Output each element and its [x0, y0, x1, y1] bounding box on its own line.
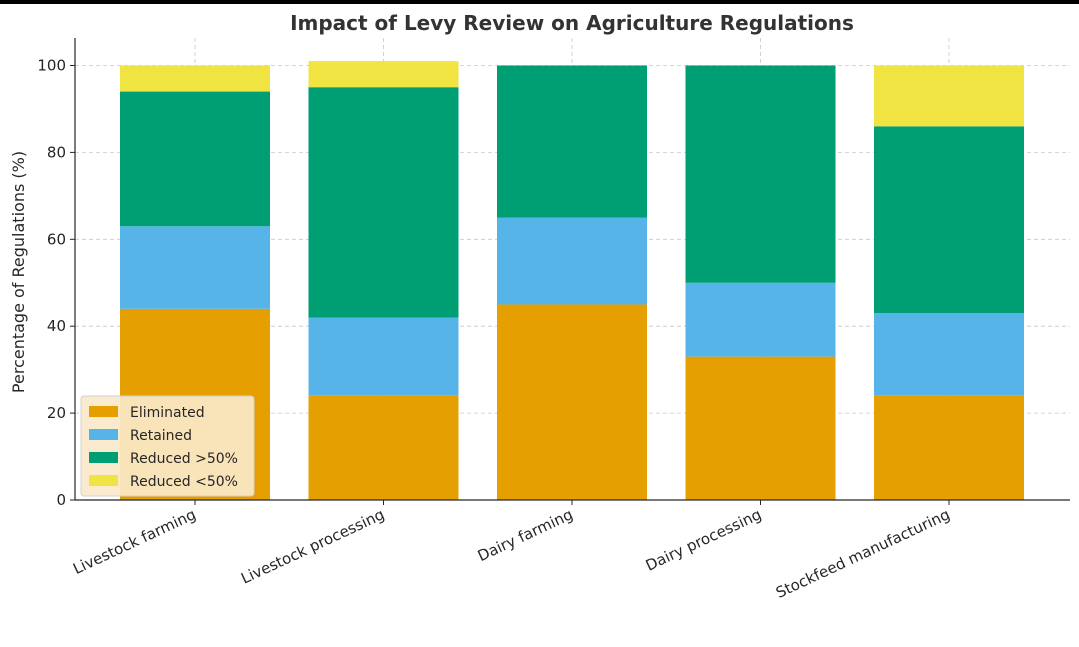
x-tick-label: Livestock farming	[70, 505, 199, 578]
x-tick-label: Dairy farming	[475, 505, 576, 565]
bar-eliminated-dairy-processing	[685, 356, 836, 500]
x-tick-label: Dairy processing	[643, 505, 764, 574]
legend: Eliminated Retained Reduced >50% Reduced <5…	[80, 395, 255, 497]
legend-swatch-reduced-50	[89, 452, 118, 463]
bar-reduced-50-stockfeed-manufacturing	[874, 65, 1024, 127]
bar-eliminated-livestock-processing	[308, 395, 459, 500]
bar-retained-livestock-farming	[120, 226, 270, 309]
legend-swatch-reduced-50	[89, 475, 118, 486]
bar-eliminated-dairy-farming	[497, 304, 647, 500]
x-tick-label: Stockfeed manufacturing	[773, 505, 953, 602]
legend-label-retained: Retained	[130, 428, 192, 444]
x-tick-label: Livestock processing	[238, 505, 387, 587]
y-ticks: 0 20 40 60 80 100	[37, 57, 75, 509]
top-border	[0, 0, 1079, 4]
y-tick-label: 0	[56, 491, 66, 509]
y-axis-label: Percentage of Regulations (%)	[9, 151, 28, 393]
y-tick-label: 60	[47, 230, 66, 248]
bar-reduced-50-livestock-farming	[120, 91, 270, 227]
bar-reduced-50-livestock-farming	[120, 65, 270, 92]
bars	[120, 61, 1024, 500]
legend-label-eliminated: Eliminated	[130, 405, 205, 421]
y-tick-label: 80	[47, 143, 66, 161]
bar-reduced-50-livestock-processing	[308, 87, 459, 318]
legend-label-reduced-50: Reduced <50%	[130, 474, 238, 490]
bar-reduced-50-stockfeed-manufacturing	[874, 126, 1024, 314]
bar-retained-stockfeed-manufacturing	[874, 313, 1024, 396]
y-tick-label: 40	[47, 317, 66, 335]
chart-title: Impact of Levy Review on Agriculture Reg…	[290, 11, 854, 35]
y-tick-label: 20	[47, 404, 66, 422]
bar-reduced-50-dairy-processing	[685, 65, 836, 283]
legend-box	[80, 395, 255, 497]
bar-reduced-50-dairy-farming	[497, 65, 647, 218]
bar-reduced-50-livestock-processing	[308, 61, 459, 88]
y-tick-label: 100	[37, 57, 66, 75]
bar-retained-livestock-processing	[308, 317, 459, 396]
bar-retained-dairy-processing	[685, 282, 836, 357]
legend-label-reduced-50: Reduced >50%	[130, 451, 238, 467]
bar-eliminated-stockfeed-manufacturing	[874, 395, 1024, 500]
bar-retained-dairy-farming	[497, 217, 647, 305]
x-ticks: Livestock farming Livestock processing Dai…	[70, 500, 953, 602]
legend-swatch-retained	[89, 429, 118, 440]
legend-swatch-eliminated	[89, 406, 118, 417]
